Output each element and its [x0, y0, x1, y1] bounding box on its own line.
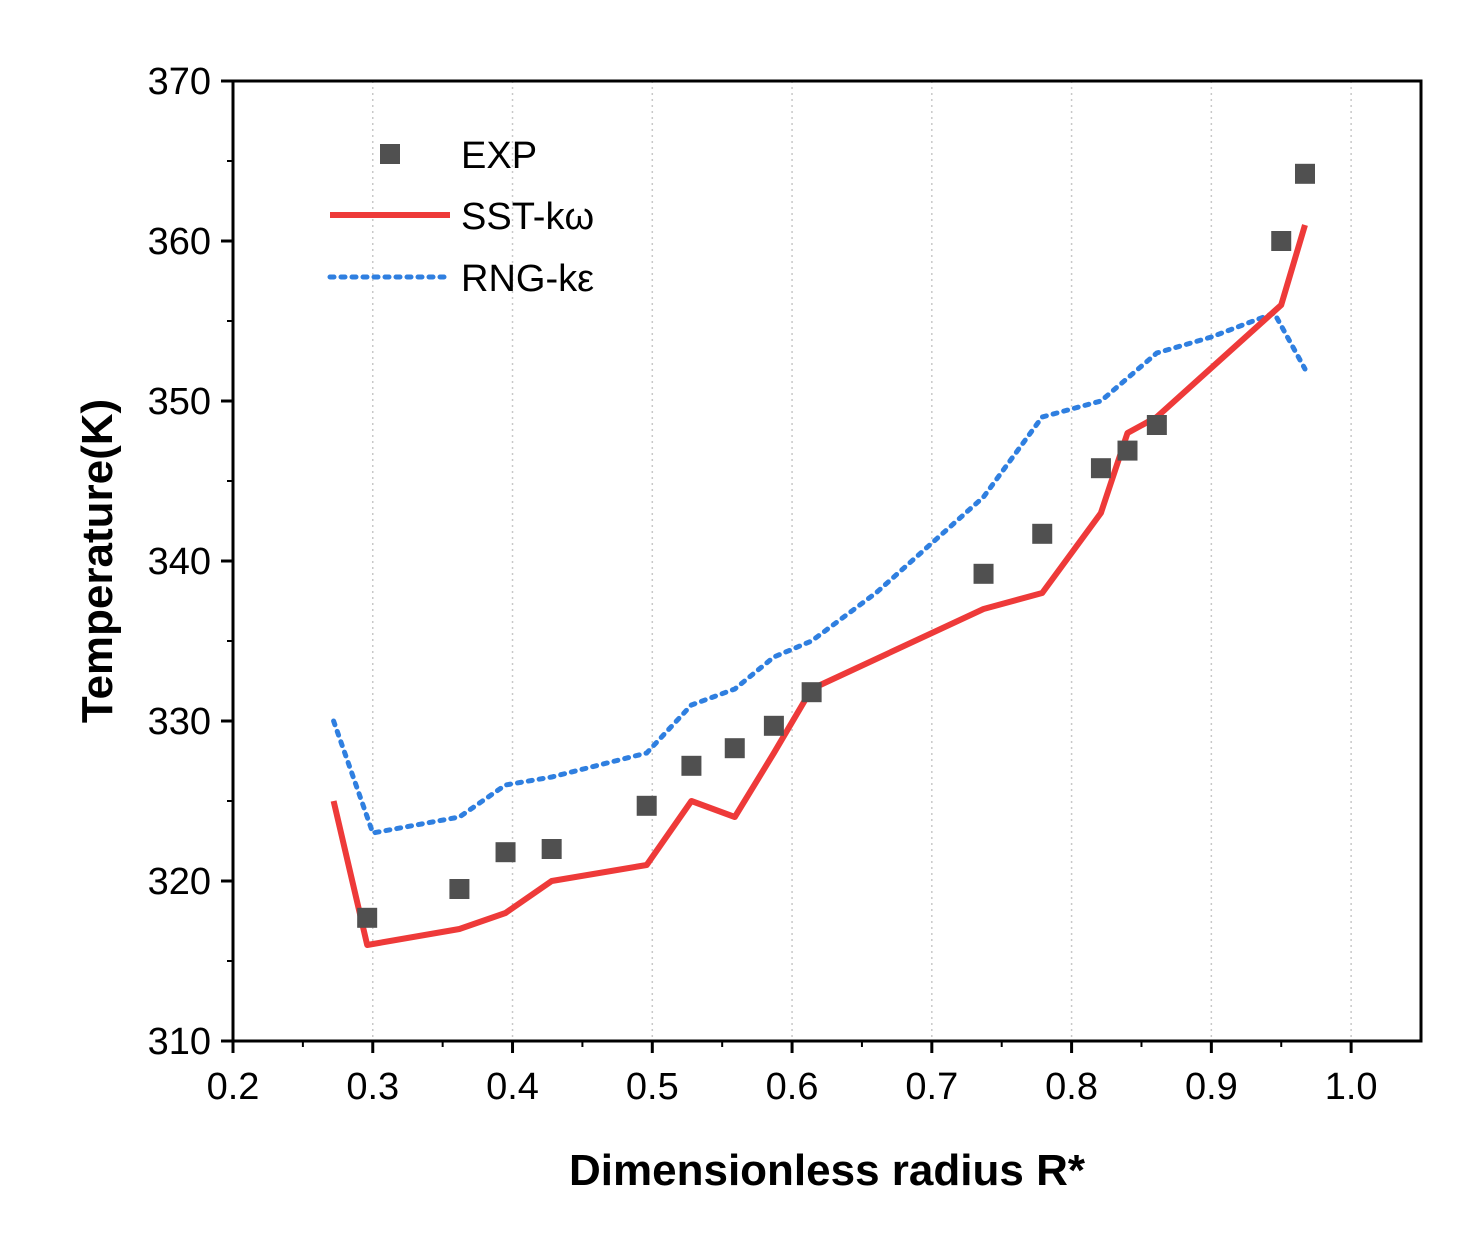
x-tick-label-0.9: 0.9	[1185, 1066, 1238, 1108]
x-tick-label-1.0: 1.0	[1325, 1066, 1378, 1108]
exp-point	[1090, 458, 1111, 479]
legend-exp-marker	[380, 144, 400, 164]
exp-point	[724, 738, 745, 759]
y-axis: 310 320 330 340 350 360 370	[148, 61, 233, 1063]
x-tick-label-0.6: 0.6	[766, 1066, 819, 1108]
series-rng-ke-line	[331, 309, 1308, 836]
exp-point	[495, 842, 516, 863]
exp-point	[973, 563, 994, 584]
y-tick-label-310: 310	[148, 1021, 211, 1063]
x-tick-label-0.7: 0.7	[905, 1066, 958, 1108]
exp-point	[763, 715, 784, 736]
y-tick-label-360: 360	[148, 221, 211, 263]
legend-rng-label: RNG-kε	[461, 258, 594, 300]
y-tick-label-370: 370	[148, 61, 211, 103]
exp-point	[1032, 523, 1053, 544]
exp-point	[681, 755, 702, 776]
series-layer	[330, 163, 1315, 948]
exp-point	[449, 879, 470, 899]
y-tick-label-320: 320	[148, 861, 211, 903]
plot-frame	[231, 79, 1423, 1043]
grid-lines	[372, 81, 1352, 1041]
x-tick-label-0.8: 0.8	[1045, 1066, 1098, 1108]
y-tick-label-350: 350	[148, 381, 211, 423]
x-tick-label-0.4: 0.4	[486, 1066, 539, 1108]
exp-point	[636, 795, 657, 816]
exp-point	[357, 907, 378, 928]
legend: EXP SST-kω RNG-kε	[327, 135, 594, 300]
x-tick-label-0.3: 0.3	[346, 1066, 399, 1108]
exp-point	[541, 839, 562, 859]
x-tick-label-0.2: 0.2	[207, 1066, 260, 1108]
y-tick-label-340: 340	[148, 541, 211, 583]
exp-point	[1117, 440, 1138, 461]
y-axis-title: Temperature(K)	[73, 399, 122, 723]
exp-point	[1271, 231, 1292, 251]
y-tick-label-330: 330	[148, 701, 211, 743]
x-tick-label-0.5: 0.5	[626, 1066, 679, 1108]
series-sst-kw-line	[330, 224, 1308, 948]
x-axis-title: Dimensionless radius R*	[569, 1146, 1086, 1195]
x-axis: 0.2 0.3 0.4 0.5 0.6 0.7 0.8 0.9 1.0	[207, 1041, 1378, 1108]
exp-point	[1146, 415, 1167, 435]
legend-exp-label: EXP	[461, 135, 537, 177]
exp-point	[801, 682, 822, 703]
exp-point	[1294, 163, 1315, 184]
legend-sst-label: SST-kω	[461, 196, 594, 238]
